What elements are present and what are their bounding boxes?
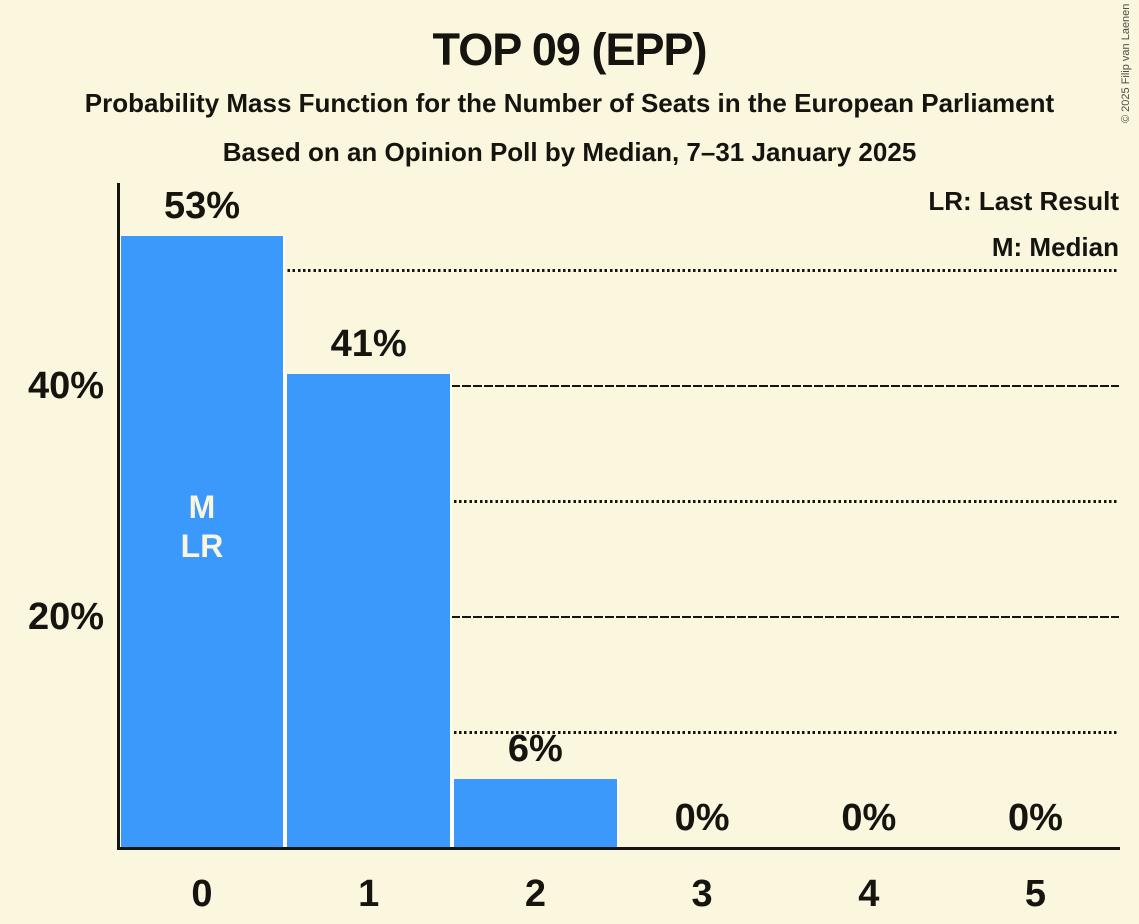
x-tick-label-1: 1 xyxy=(358,873,380,915)
x-tick-label-0: 0 xyxy=(191,873,213,915)
x-tick-label-5: 5 xyxy=(1024,873,1047,915)
page-title: TOP 09 (EPP) xyxy=(432,24,708,75)
bar-seats-0 xyxy=(118,235,286,848)
gridline-30pct xyxy=(121,500,1119,503)
x-tick-label-4: 4 xyxy=(858,873,880,915)
legend-last-result-label: LR: Last Result xyxy=(928,186,1119,216)
x-axis-line xyxy=(117,847,1120,850)
bar-value-label-0: 53% xyxy=(163,184,241,227)
y-tick-label-20pct: 20% xyxy=(27,596,104,638)
gridline-40pct xyxy=(121,384,1119,387)
bar-value-label-1: 41% xyxy=(330,323,407,366)
bar-annotation-line: M xyxy=(188,489,216,525)
bar-annotation-median-lastresult: M LR xyxy=(122,488,282,566)
bar-seats-1 xyxy=(285,374,453,848)
y-axis-line xyxy=(117,183,120,850)
x-tick-label-3: 3 xyxy=(691,873,713,915)
bar-seats-2 xyxy=(452,778,619,848)
chart-subsubtitle: Based on an Opinion Poll by Median, 7–31… xyxy=(222,137,917,167)
bar-value-label-3: 0% xyxy=(674,797,730,839)
gridline-20pct xyxy=(121,615,1119,618)
bar-value-label-4: 0% xyxy=(841,797,897,839)
gridline-50pct xyxy=(121,269,1119,272)
bar-value-label-5: 0% xyxy=(1008,797,1063,839)
chart-subtitle: Probability Mass Function for the Number… xyxy=(84,88,1055,118)
gridline-10pct xyxy=(121,731,1119,734)
y-tick-label-40pct: 40% xyxy=(27,365,104,407)
copyright-notice: © 2025 Filip van Laenen xyxy=(1120,3,1132,123)
x-tick-label-2: 2 xyxy=(524,873,546,915)
bar-value-label-2: 6% xyxy=(507,727,563,770)
bar-annotation-line: LR xyxy=(180,528,224,564)
legend-median-label: M: Median xyxy=(991,232,1119,262)
